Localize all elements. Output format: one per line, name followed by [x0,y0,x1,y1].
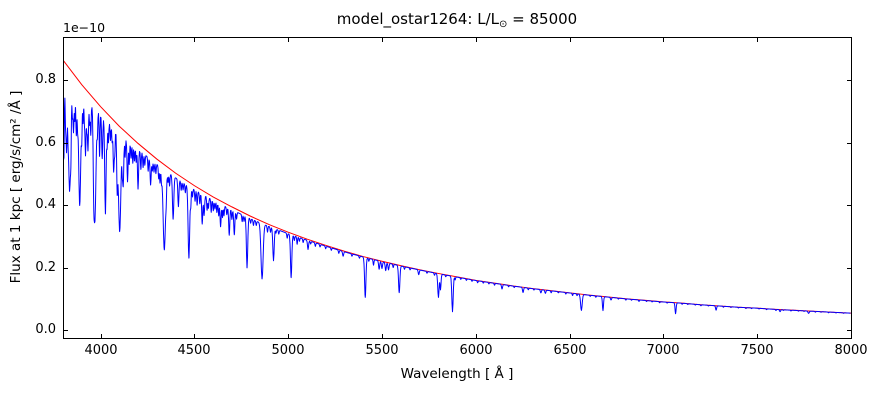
spectrum-line [63,97,851,315]
title-prefix: model_ostar1264: L/L [336,10,499,28]
x-tick-label: 5500 [365,343,399,358]
y-tick-label: 0.4 [35,196,56,212]
x-tick-label: 7500 [740,343,774,358]
chart-title: model_ostar1264: L/L⊙ = 85000 [63,10,851,30]
x-tick-label: 4500 [177,343,211,358]
y-axis-label: Flux at 1 kpc [ erg/s/cm² /Å ] [8,90,24,284]
x-tick-label: 7000 [646,343,680,358]
x-tick-label: 6000 [459,343,493,358]
x-tick-label: 6500 [553,343,587,358]
x-tick-label: 8000 [834,343,868,358]
axes-frame [63,37,852,339]
y-tick-label: 0.2 [35,259,56,275]
x-tick-label: 4000 [84,343,118,358]
y-tick-label: 0.0 [35,321,56,337]
title-suffix: = 85000 [507,10,578,28]
y-axis-offset-text: 1e−10 [63,20,106,35]
x-tick-label: 5000 [271,343,305,358]
y-tick-label: 0.8 [35,71,56,87]
x-axis-label: Wavelength [ Å ] [400,366,514,382]
y-tick-label: 0.6 [35,134,56,150]
solar-symbol: ⊙ [498,19,508,30]
